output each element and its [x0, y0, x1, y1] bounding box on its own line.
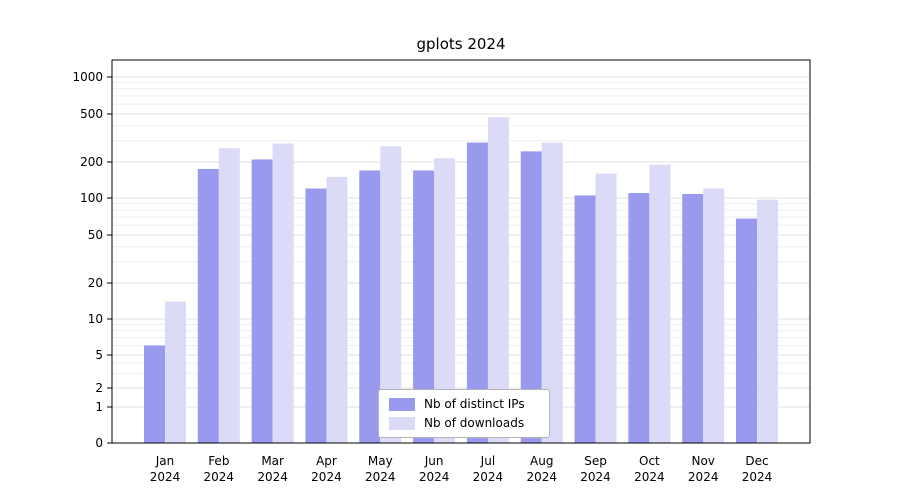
x-label-year-may: 2024	[365, 470, 396, 484]
bar-downloads-apr	[326, 176, 348, 443]
bar-downloads-oct	[649, 164, 671, 444]
bar-distinct-ips-feb	[197, 168, 219, 443]
y-tick-label-100: 100	[80, 191, 103, 205]
x-label-year-dec: 2024	[742, 470, 773, 484]
legend: Nb of distinct IPs Nb of downloads	[378, 389, 550, 438]
bar-distinct-ips-may	[359, 170, 381, 444]
chart-title: gplots 2024	[416, 35, 506, 53]
bar-downloads-jul	[487, 117, 509, 444]
x-label-month-sep: Sep	[584, 454, 607, 468]
plot-border	[111, 59, 811, 444]
x-label-year-nov: 2024	[688, 470, 719, 484]
bar-downloads-may	[380, 146, 402, 443]
y-tick-label-10: 10	[88, 312, 103, 326]
legend-item-distinct-ips: Nb of distinct IPs	[389, 397, 539, 411]
y-tick-label-200: 200	[80, 155, 103, 169]
bar-distinct-ips-mar	[251, 159, 273, 443]
x-label-month-nov: Nov	[691, 454, 714, 468]
bar-distinct-ips-aug	[520, 151, 542, 443]
x-label-month-oct: Oct	[639, 454, 660, 468]
x-label-month-may: May	[368, 454, 393, 468]
bar-distinct-ips-nov	[682, 194, 704, 443]
x-label-month-apr: Apr	[316, 454, 337, 468]
y-tick-label-0: 0	[95, 436, 103, 450]
bar-downloads-aug	[541, 142, 563, 444]
x-label-year-mar: 2024	[257, 470, 288, 484]
x-label-year-apr: 2024	[311, 470, 342, 484]
bar-downloads-feb	[218, 148, 240, 443]
x-label-month-dec: Dec	[745, 454, 768, 468]
y-tick-label-1: 1	[95, 400, 103, 414]
bar-downloads-mar	[272, 143, 294, 444]
x-label-year-feb: 2024	[204, 470, 235, 484]
y-tick-label-2: 2	[95, 381, 103, 395]
bar-distinct-ips-apr	[305, 188, 327, 443]
bar-distinct-ips-jul	[466, 142, 488, 444]
y-tick-label-1000: 1000	[72, 70, 103, 84]
bar-distinct-ips-jun	[413, 170, 435, 444]
bar-distinct-ips-sep	[574, 195, 596, 443]
x-label-month-jul: Jul	[480, 454, 495, 468]
legend-label-downloads: Nb of downloads	[424, 416, 525, 430]
bar-downloads-jan	[165, 301, 186, 443]
bar-distinct-ips-jan	[144, 345, 165, 443]
x-label-month-jun: Jun	[424, 454, 444, 468]
x-label-year-jun: 2024	[419, 470, 450, 484]
y-tick-label-20: 20	[88, 276, 103, 290]
legend-label-distinct-ips: Nb of distinct IPs	[424, 397, 525, 411]
bar-downloads-sep	[595, 173, 617, 443]
x-label-year-sep: 2024	[580, 470, 611, 484]
legend-item-downloads: Nb of downloads	[389, 416, 539, 430]
legend-swatch-distinct-ips	[389, 397, 415, 411]
x-label-month-jan: Jan	[155, 454, 175, 468]
bar-downloads-jun	[434, 158, 456, 443]
bar-distinct-ips-dec	[736, 218, 758, 443]
bar-downloads-dec	[757, 199, 779, 443]
x-label-month-feb: Feb	[208, 454, 229, 468]
legend-swatch-downloads	[389, 416, 415, 430]
bar-distinct-ips-oct	[628, 193, 650, 443]
x-label-year-jan: 2024	[150, 470, 181, 484]
x-label-year-aug: 2024	[526, 470, 557, 484]
x-label-year-oct: 2024	[634, 470, 665, 484]
y-tick-label-500: 500	[80, 107, 103, 121]
y-tick-label-50: 50	[88, 228, 103, 242]
y-tick-label-5: 5	[95, 348, 103, 362]
x-label-year-jul: 2024	[473, 470, 504, 484]
bar-downloads-nov	[703, 188, 725, 443]
x-label-month-aug: Aug	[530, 454, 553, 468]
x-label-month-mar: Mar	[261, 454, 284, 468]
